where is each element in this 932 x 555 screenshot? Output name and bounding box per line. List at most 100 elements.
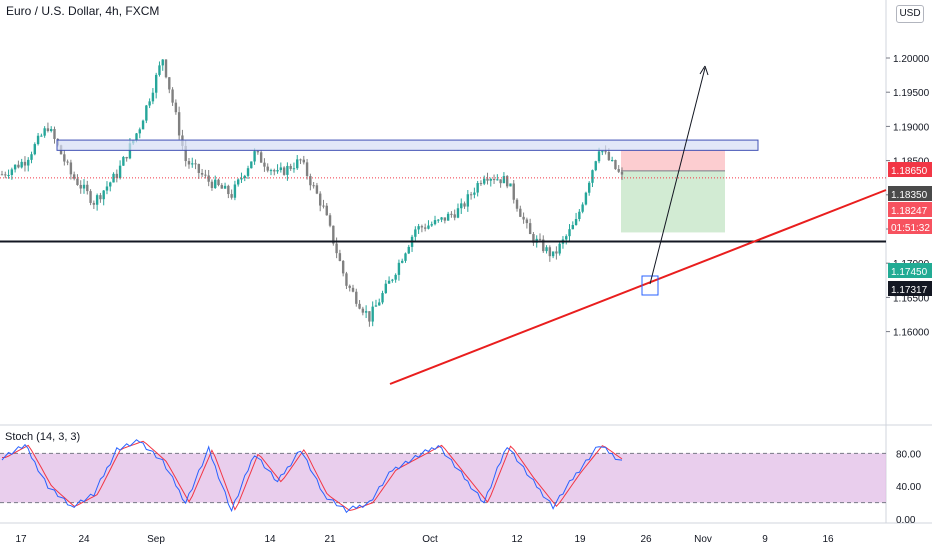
candle-body [279,167,283,171]
candle-body [374,305,378,307]
candle-body [423,227,427,229]
candle-body [230,194,233,198]
candle-body [489,178,492,181]
candle-body [194,163,197,165]
candle-body [53,129,56,139]
stoch-k-line [1,439,623,514]
candle-body [614,160,617,170]
candle-body [86,184,89,192]
projection-arrow [649,67,706,285]
price-label: 1.18247 [891,206,928,217]
candle-body [312,185,315,187]
candle-body [148,101,151,106]
candle-body [309,176,312,186]
candle-body [273,170,276,172]
candle-body [351,287,355,292]
candle-body [587,182,591,193]
candle-body [33,144,37,155]
candle-body [463,203,466,207]
candle-body [545,247,548,252]
candle-body [76,178,79,185]
time-tick-label: Nov [694,534,712,545]
currency-button[interactable]: USD [896,5,924,23]
candle-body [266,166,269,171]
candle-body [236,179,240,185]
candle-body [528,223,532,235]
stoch-tick-label: 40.00 [896,482,921,493]
candle-body [597,151,601,162]
candle-body [460,203,463,209]
candle-body [578,211,581,220]
candle-body [522,216,525,220]
candle-body [105,186,109,191]
candle-body [420,226,424,228]
candle-body [430,224,433,226]
candle-body [164,59,168,78]
main-pane [0,0,886,425]
candle-body [581,204,584,212]
candle-body [79,184,82,189]
candle-body [112,173,115,183]
candle-body [207,175,210,182]
candle-body [89,191,92,203]
take-profit-zone [621,170,725,233]
candle-body [620,171,624,175]
candle-body [20,161,23,168]
time-tick-label: 16 [822,534,834,545]
candle-body [417,226,420,230]
candle-body [391,279,394,281]
candle-body [505,176,509,187]
candle-body [348,285,351,288]
trendline [389,189,887,385]
stoch-tick-label: 0.00 [896,515,916,526]
candle-body [184,145,187,162]
candle-body [473,192,476,195]
price-label: 1.18350 [891,190,928,201]
candle-body [99,195,102,200]
candle-body [141,120,145,130]
candle-body [456,208,460,218]
candle-body [433,220,437,225]
candle-body [594,161,597,171]
candle-body [414,229,417,237]
candle-body [276,170,279,172]
candle-body [243,175,246,179]
candle-body [223,185,227,189]
candle-body [240,178,243,180]
candle-body [4,174,7,176]
candle-body [151,92,155,102]
candle-body [177,112,181,136]
candle-body [253,151,256,162]
candle-body [82,184,86,189]
candle-body [525,219,529,224]
price-label: 1.17317 [891,285,928,296]
candle-body [95,195,99,205]
candle-body [220,185,223,189]
candle-body [10,169,14,175]
candle-body [551,251,555,257]
candle-body [601,151,604,153]
time-tick-label: 19 [574,534,586,545]
candle-body [542,239,545,252]
price-tick-label: 1.16500 [893,293,930,304]
price-label-bg [888,202,932,217]
stoch-tick-label: 80.00 [896,449,921,460]
candle-body [154,74,158,93]
candle-body [555,251,558,254]
candle-body [36,135,40,145]
candle-body [7,174,10,176]
time-tick-label: Oct [422,534,438,545]
price-label-bg [888,186,932,201]
candle-body [115,173,119,179]
candle-body [269,170,273,172]
candle-body [355,291,358,304]
candle-body [233,184,237,198]
candle-body [63,154,66,162]
candle-body [50,129,53,132]
candle-body [387,280,391,284]
candle-body [217,179,220,186]
stoch-indicator-label[interactable]: Stoch (14, 3, 3) [5,431,81,443]
candle-body [617,169,620,172]
candle-body [187,161,191,165]
